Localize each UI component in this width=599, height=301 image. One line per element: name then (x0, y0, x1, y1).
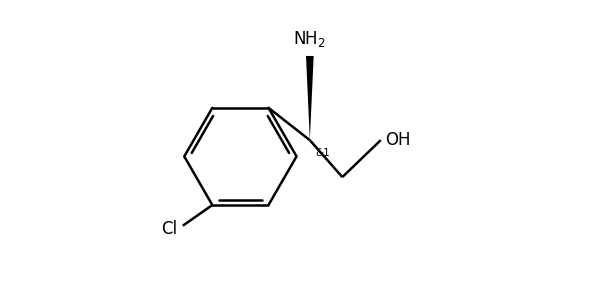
Text: NH$_2$: NH$_2$ (294, 29, 326, 48)
Polygon shape (306, 56, 314, 140)
Text: Cl: Cl (161, 220, 177, 238)
Text: OH: OH (386, 131, 411, 149)
Text: &1: &1 (315, 147, 330, 157)
